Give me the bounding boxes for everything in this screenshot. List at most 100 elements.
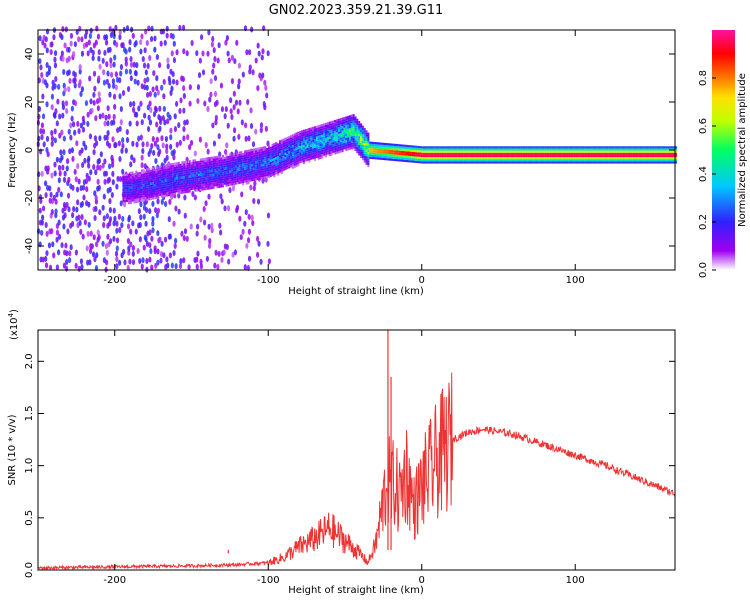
spectrogram-ridge-cell xyxy=(488,148,491,151)
spectrogram-ridge-cell xyxy=(179,165,182,169)
spectrogram-ridge-cell xyxy=(262,165,265,169)
spectrogram-ridge-cell xyxy=(196,184,199,188)
spectrogram-ridge-cell xyxy=(312,150,315,153)
spectrogram-ridge-cell xyxy=(640,161,643,164)
spectrogram-ridge-cell xyxy=(334,130,337,133)
spectrogram-ridge-cell xyxy=(453,146,456,149)
spectrogram-ridge-cell xyxy=(435,157,438,160)
spectrogram-ridge-cell xyxy=(402,148,405,152)
spectrogram-ridge-cell xyxy=(170,180,173,183)
spectrogram-ridge-cell xyxy=(516,148,519,151)
spectrogram-noise-cell xyxy=(80,200,85,207)
spectrogram-ridge-cell xyxy=(360,155,363,158)
spectrogram-ridge-cell xyxy=(376,146,379,149)
spectrogram-ridge-cell xyxy=(391,143,394,146)
spectrogram-ridge-cell xyxy=(175,170,178,173)
spectrogram-noise-cell xyxy=(213,55,217,62)
spectrogram-noise-cell xyxy=(98,164,102,171)
spectrogram-ridge-cell xyxy=(350,136,353,139)
spectrogram-ridge-cell xyxy=(479,157,482,160)
spectrogram-ridge-cell xyxy=(546,154,549,158)
spectrogram-ridge-cell xyxy=(124,173,127,177)
spectrogram-ridge-cell xyxy=(503,146,506,149)
spectrogram-ridge-cell xyxy=(367,143,370,146)
spectrogram-ridge-cell xyxy=(334,122,337,125)
spectrogram-ridge-cell xyxy=(284,137,287,140)
spectrogram-ridge-cell xyxy=(409,160,412,163)
spectrogram-ridge-cell xyxy=(317,133,320,136)
spectrogram-ridge-cell xyxy=(142,188,145,191)
spectrogram-noise-cell xyxy=(96,105,100,112)
spectrogram-ridge-cell xyxy=(325,140,328,143)
spectrogram-ridge-cell xyxy=(621,150,624,153)
spectrogram-ridge-cell xyxy=(667,159,670,162)
spectrogram-ridge-cell xyxy=(444,150,447,153)
spectrogram-ridge-cell xyxy=(197,178,200,181)
spectrogram-ridge-cell xyxy=(640,159,643,162)
spectrogram-ridge-cell xyxy=(457,157,460,160)
spectrogram-noise-cell xyxy=(80,36,84,43)
spectrogram-ridge-cell xyxy=(407,151,410,154)
spectrogram-ridge-cell xyxy=(584,150,587,153)
spectrogram-ridge-cell xyxy=(623,159,626,162)
spectrogram-ridge-cell xyxy=(360,153,363,156)
spectrogram-ridge-cell xyxy=(393,148,396,151)
spectrogram-ridge-cell xyxy=(162,190,165,193)
spectrogram-ridge-cell xyxy=(509,146,512,149)
spectrogram-ridge-cell xyxy=(336,138,339,141)
spectrogram-noise-cell xyxy=(206,148,210,155)
spectrogram-ridge-cell xyxy=(221,167,224,171)
spectrogram-ridge-cell xyxy=(511,152,514,155)
spectrogram-noise-cell xyxy=(165,143,169,150)
spectrogram-ridge-cell xyxy=(549,161,552,164)
spectrogram-ridge-cell xyxy=(336,143,339,146)
spectrogram-noise-cell xyxy=(38,241,42,248)
spectrogram-ridge-cell xyxy=(477,154,480,158)
spectrogram-ridge-cell xyxy=(210,186,213,190)
spectrogram-ridge-cell xyxy=(649,154,652,158)
spectrogram-ridge-cell xyxy=(302,136,305,139)
spectrogram-ridge-cell xyxy=(220,172,223,175)
spectrogram-ridge-cell xyxy=(498,159,501,162)
spectrogram-ridge-cell xyxy=(476,159,479,162)
spectrogram-noise-cell xyxy=(145,141,149,148)
spectrogram-noise-cell xyxy=(166,63,170,70)
spectrogram-ridge-cell xyxy=(385,156,388,159)
spectrogram-ridge-cell xyxy=(426,146,429,149)
spectrogram-ridge-cell xyxy=(173,171,176,174)
spectrogram-noise-cell xyxy=(51,79,55,86)
spectrogram-ridge-cell xyxy=(406,153,409,156)
spectrogram-ridge-cell xyxy=(597,159,600,162)
spectrogram-ridge-cell xyxy=(157,189,160,192)
spectrogram-ridge-cell xyxy=(492,148,495,151)
spectrogram-ridge-cell xyxy=(395,148,398,151)
spectrogram-ridge-cell xyxy=(555,150,558,153)
spectrogram-ridge-cell xyxy=(553,150,556,153)
spectrogram-ridge-cell xyxy=(144,190,147,193)
spectrogram-noise-cell xyxy=(119,106,123,113)
spectrogram-ridge-cell xyxy=(135,196,138,199)
spectrogram-ridge-cell xyxy=(161,171,164,174)
spectrogram-ridge-cell xyxy=(312,128,315,132)
spectrogram-ridge-cell xyxy=(144,188,147,191)
spectrogram-noise-cell xyxy=(52,34,56,41)
spectrogram-ridge-cell xyxy=(619,150,622,153)
spectrogram-ridge-cell xyxy=(129,178,132,181)
spectrogram-ridge-cell xyxy=(273,149,276,152)
spectrogram-ridge-cell xyxy=(127,189,130,192)
spectrogram-ridge-cell xyxy=(514,150,517,153)
spectrogram-ridge-cell xyxy=(612,146,615,149)
spectrogram-ridge-cell xyxy=(651,159,654,162)
spectrogram-ridge-cell xyxy=(210,169,213,172)
spectrogram-ridge-cell xyxy=(253,167,256,171)
spectrogram-ridge-cell xyxy=(278,170,281,173)
spectrogram-ridge-cell xyxy=(558,154,561,158)
spectrogram-noise-cell xyxy=(249,122,254,129)
spectrogram-ridge-cell xyxy=(308,160,311,163)
spectrogram-ridge-cell xyxy=(649,150,652,153)
spectrogram-ridge-cell xyxy=(634,150,637,153)
spectrogram-ridge-cell xyxy=(605,148,608,151)
spectrogram-ridge-cell xyxy=(227,158,230,161)
spectrogram-ridge-cell xyxy=(310,136,313,139)
spectrogram-ridge-cell xyxy=(295,141,298,144)
